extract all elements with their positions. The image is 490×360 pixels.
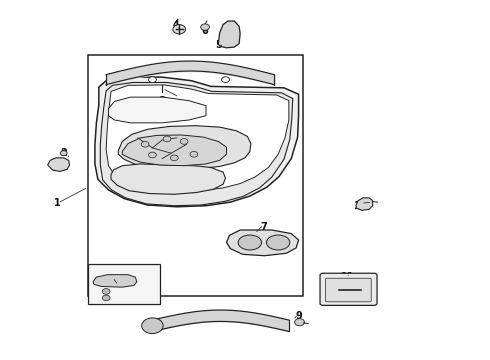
Polygon shape bbox=[93, 275, 137, 287]
Polygon shape bbox=[95, 77, 298, 207]
Polygon shape bbox=[111, 164, 225, 194]
Circle shape bbox=[180, 139, 188, 144]
Circle shape bbox=[141, 141, 149, 147]
Circle shape bbox=[171, 155, 178, 161]
Ellipse shape bbox=[267, 235, 290, 250]
Ellipse shape bbox=[238, 235, 262, 250]
FancyBboxPatch shape bbox=[325, 278, 371, 302]
Bar bbox=[88, 55, 303, 296]
Circle shape bbox=[148, 152, 156, 158]
Polygon shape bbox=[109, 97, 206, 123]
Text: 2: 2 bbox=[60, 148, 67, 158]
Text: 1: 1 bbox=[54, 198, 61, 208]
Text: 7: 7 bbox=[260, 222, 267, 232]
Circle shape bbox=[190, 152, 198, 157]
Text: 5: 5 bbox=[215, 40, 221, 50]
Text: 11: 11 bbox=[341, 272, 354, 282]
Circle shape bbox=[142, 318, 163, 334]
Circle shape bbox=[102, 289, 110, 294]
Circle shape bbox=[201, 24, 209, 30]
Polygon shape bbox=[118, 126, 251, 169]
Circle shape bbox=[294, 319, 304, 326]
Polygon shape bbox=[106, 85, 289, 192]
Text: 8: 8 bbox=[159, 96, 166, 107]
Polygon shape bbox=[218, 21, 240, 48]
Polygon shape bbox=[226, 230, 298, 256]
Polygon shape bbox=[100, 82, 293, 206]
FancyBboxPatch shape bbox=[320, 273, 377, 305]
Text: 10: 10 bbox=[106, 272, 119, 282]
Circle shape bbox=[173, 24, 186, 34]
Text: 3: 3 bbox=[51, 161, 58, 171]
Polygon shape bbox=[356, 198, 373, 210]
Polygon shape bbox=[122, 135, 226, 166]
Text: 4: 4 bbox=[172, 19, 179, 30]
Circle shape bbox=[60, 151, 67, 156]
Text: 6: 6 bbox=[202, 26, 208, 36]
Text: 12: 12 bbox=[354, 201, 368, 211]
Polygon shape bbox=[48, 158, 70, 171]
Circle shape bbox=[163, 136, 171, 142]
Circle shape bbox=[102, 295, 110, 301]
Text: 9: 9 bbox=[295, 311, 302, 321]
Bar bbox=[88, 264, 160, 304]
Circle shape bbox=[148, 77, 156, 82]
Circle shape bbox=[221, 77, 229, 82]
